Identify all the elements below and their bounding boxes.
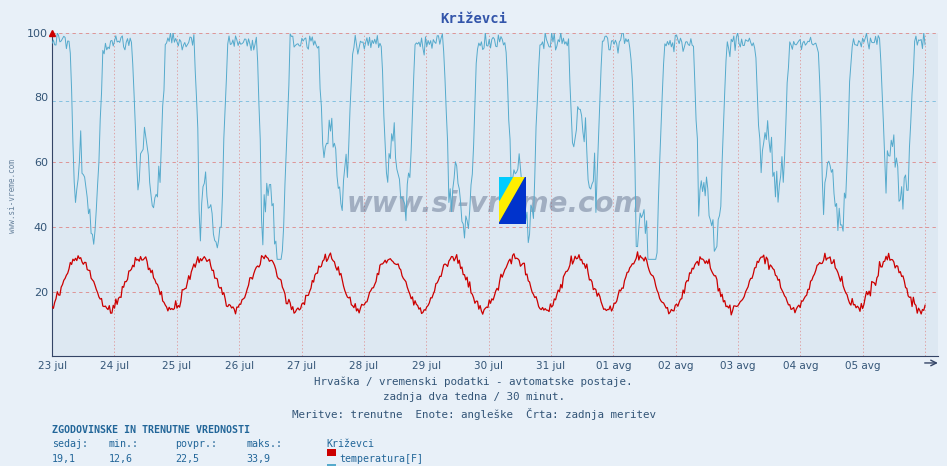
Text: ZGODOVINSKE IN TRENUTNE VREDNOSTI: ZGODOVINSKE IN TRENUTNE VREDNOSTI <box>52 425 250 435</box>
Text: Meritve: trenutne  Enote: angleške  Črta: zadnja meritev: Meritve: trenutne Enote: angleške Črta: … <box>292 408 655 420</box>
Polygon shape <box>499 177 512 200</box>
Text: temperatura[F]: temperatura[F] <box>339 454 423 464</box>
Polygon shape <box>499 177 526 224</box>
Text: www.si-vreme.com: www.si-vreme.com <box>8 159 17 233</box>
Text: povpr.:: povpr.: <box>175 439 217 449</box>
Text: 19,1: 19,1 <box>52 454 76 464</box>
Text: 12,6: 12,6 <box>109 454 133 464</box>
Text: 22,5: 22,5 <box>175 454 199 464</box>
Text: zadnja dva tedna / 30 minut.: zadnja dva tedna / 30 minut. <box>383 392 564 402</box>
Text: maks.:: maks.: <box>246 439 282 449</box>
Text: www.si-vreme.com: www.si-vreme.com <box>347 190 643 218</box>
Text: min.:: min.: <box>109 439 139 449</box>
Text: Križevci: Križevci <box>440 12 507 26</box>
Text: 33,9: 33,9 <box>246 454 270 464</box>
Text: Križevci: Križevci <box>327 439 375 449</box>
Polygon shape <box>499 177 526 224</box>
Text: Hrvaška / vremenski podatki - avtomatske postaje.: Hrvaška / vremenski podatki - avtomatske… <box>314 377 633 387</box>
Text: sedaj:: sedaj: <box>52 439 88 449</box>
